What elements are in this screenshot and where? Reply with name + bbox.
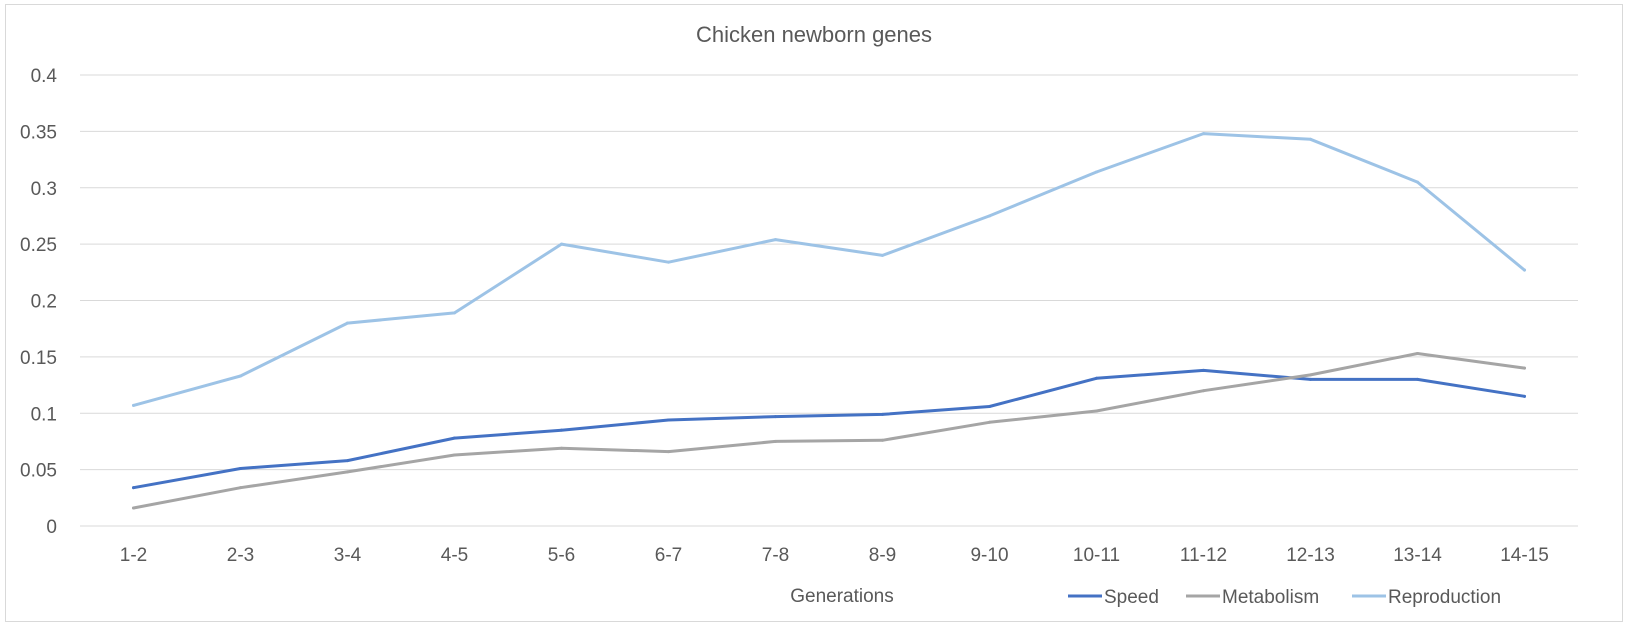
data-point-metabolism (988, 420, 991, 424)
data-point-speed (1095, 376, 1098, 380)
data-point-metabolism (1523, 366, 1526, 370)
y-tick-label: 0 (46, 517, 57, 538)
x-tick-label: 5-6 (548, 545, 575, 566)
x-tick-label: 12-13 (1286, 545, 1335, 566)
data-point-speed (239, 466, 242, 470)
x-tick-label: 10-11 (1073, 545, 1120, 566)
x-axis-label: Generations (790, 586, 894, 607)
y-tick-label: 0.3 (31, 179, 57, 200)
data-point-speed (988, 404, 991, 408)
data-point-speed (346, 459, 349, 463)
x-tick-label: 6-7 (655, 545, 682, 566)
series-line-metabolism (132, 352, 1526, 510)
legend-item-reproduction: Reproduction (1352, 587, 1501, 608)
y-tick-label: 0.2 (31, 292, 57, 313)
y-tick-label: 0.15 (20, 348, 57, 369)
data-point-reproduction (453, 311, 456, 315)
legend-item-speed: Speed (1068, 587, 1159, 608)
x-tick-label: 1-2 (120, 545, 147, 566)
data-point-metabolism (239, 486, 242, 490)
legend-label: Metabolism (1222, 587, 1319, 608)
data-point-metabolism (1309, 373, 1312, 377)
data-point-reproduction (988, 214, 991, 218)
data-point-speed (881, 412, 884, 416)
legend: Speed Metabolism Reproduction (1068, 587, 1501, 608)
x-tick-label: 13-14 (1393, 545, 1442, 566)
data-point-speed (667, 418, 670, 422)
legend-label: Reproduction (1388, 587, 1501, 608)
y-axis-ticks: 0 0.05 0.1 0.15 0.2 0.25 0.3 0.35 0.4 (20, 66, 57, 538)
data-point-reproduction (1523, 268, 1526, 272)
data-point-speed (1416, 377, 1419, 381)
data-point-speed (1523, 394, 1526, 398)
x-tick-label: 7-8 (762, 545, 789, 566)
data-point-reproduction (346, 321, 349, 325)
y-tick-label: 0.35 (20, 122, 57, 143)
x-tick-label: 2-3 (227, 545, 254, 566)
data-point-reproduction (132, 403, 135, 407)
chart-frame (5, 4, 1623, 622)
data-point-metabolism (346, 470, 349, 474)
data-point-reproduction (560, 242, 563, 246)
gridlines (80, 74, 1578, 527)
y-tick-label: 0.4 (31, 66, 58, 87)
data-point-metabolism (667, 450, 670, 454)
x-tick-label: 11-12 (1180, 545, 1227, 566)
data-point-speed (560, 428, 563, 432)
series-lines (132, 132, 1526, 510)
data-point-reproduction (774, 238, 777, 242)
data-point-reproduction (239, 374, 242, 378)
x-tick-label: 8-9 (869, 545, 896, 566)
x-tick-label: 14-15 (1500, 545, 1549, 566)
data-point-metabolism (774, 439, 777, 443)
chart-title: Chicken newborn genes (696, 22, 932, 47)
data-point-metabolism (453, 453, 456, 457)
data-point-reproduction (881, 253, 884, 257)
data-point-metabolism (1095, 409, 1098, 413)
data-point-speed (774, 415, 777, 419)
y-tick-label: 0.1 (31, 404, 57, 425)
data-point-reproduction (1095, 170, 1098, 174)
x-axis-ticks: 1-2 2-3 3-4 4-5 5-6 6-7 7-8 8-9 9-10 10-11 11-12 12… (120, 545, 1549, 566)
y-tick-label: 0.25 (20, 235, 57, 256)
data-point-metabolism (560, 446, 563, 450)
legend-item-metabolism: Metabolism (1186, 587, 1319, 608)
series-line-reproduction (132, 132, 1526, 407)
y-tick-label: 0.05 (20, 461, 57, 482)
data-point-metabolism (881, 438, 884, 442)
data-point-speed (1309, 377, 1312, 381)
x-tick-label: 3-4 (334, 545, 362, 566)
data-point-speed (132, 486, 135, 490)
data-point-reproduction (667, 260, 670, 264)
data-point-metabolism (1202, 389, 1205, 393)
data-point-reproduction (1202, 132, 1205, 136)
legend-label: Speed (1104, 587, 1159, 608)
data-point-speed (1202, 368, 1205, 372)
data-point-speed (453, 436, 456, 440)
data-point-reproduction (1416, 180, 1419, 184)
x-tick-label: 9-10 (970, 545, 1008, 566)
x-tick-label: 4-5 (441, 545, 468, 566)
data-point-metabolism (132, 506, 135, 510)
data-point-reproduction (1309, 137, 1312, 141)
data-point-metabolism (1416, 351, 1419, 355)
